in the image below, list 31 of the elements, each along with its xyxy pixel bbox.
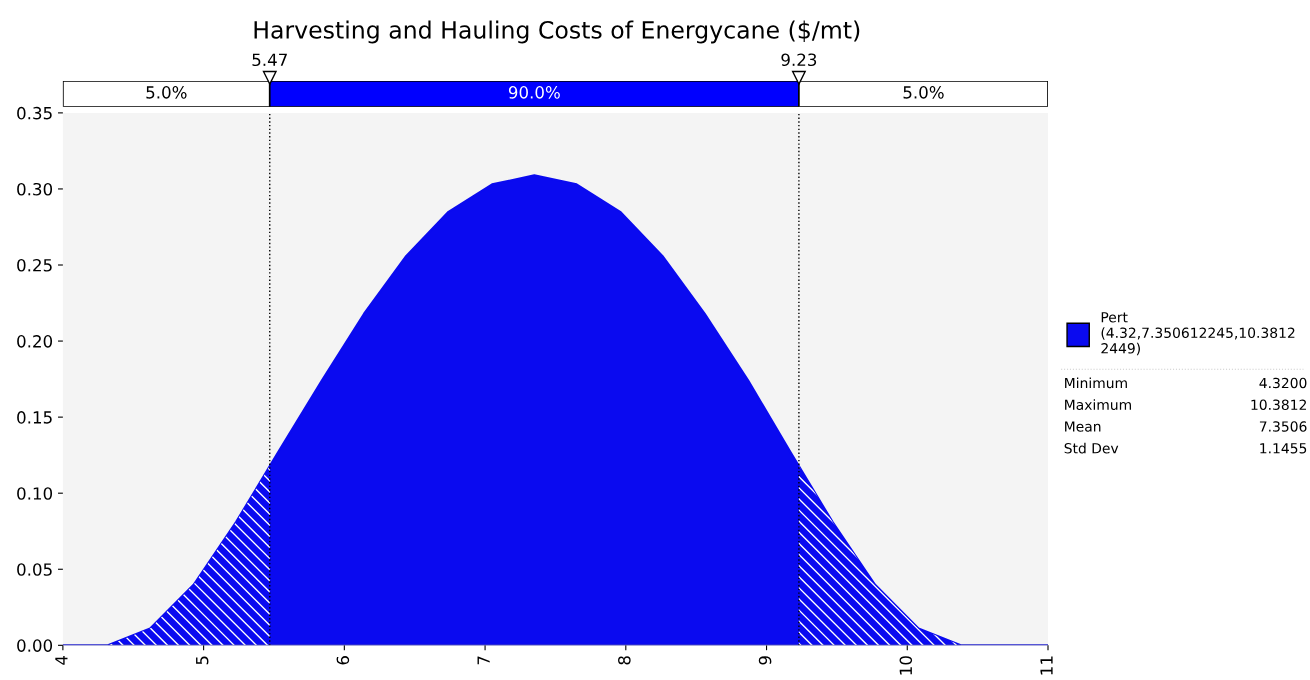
text: Mean	[1065, 421, 1101, 432]
y-tick-label: 0.00	[17, 639, 53, 652]
ref-line-label: 9.23	[781, 53, 817, 67]
x-tick-label: 6	[336, 656, 350, 665]
text: 1.1455	[1260, 443, 1307, 454]
text: 7.3506	[1259, 421, 1307, 432]
chart-title: Harvesting and Hauling Costs of Energycane ($/mt)	[254, 20, 860, 44]
text: 10.3812	[1251, 399, 1306, 410]
y-tick-label: 0.25	[17, 258, 52, 272]
y-tick-label: 0.30	[17, 182, 53, 196]
text: Maximum	[1065, 399, 1131, 410]
y-tick-label: 0.35	[17, 106, 52, 120]
text: Std Dev	[1064, 442, 1119, 454]
text: 4.3200	[1259, 377, 1307, 389]
y-tick-label: 0.20	[17, 335, 53, 348]
text: Minimum	[1065, 377, 1127, 389]
text: 5.0%	[146, 86, 187, 99]
x-tick-label: 8	[618, 656, 631, 665]
x-tick-label: 10	[899, 656, 913, 675]
text: 90.0%	[508, 86, 560, 99]
x-tick-label: 9	[758, 656, 772, 665]
text: 5.0%	[903, 86, 944, 99]
legend-label: Pert (4.32,7.350612245,10.3812 2449)	[1101, 312, 1295, 356]
x-tick-label: 5	[196, 656, 209, 665]
y-tick-label: 0.05	[17, 563, 52, 576]
y-tick-label: 0.15	[17, 411, 52, 424]
y-tick-label: 0.10	[17, 487, 53, 500]
x-tick-label: 7	[477, 656, 490, 665]
x-tick-label: 11	[1040, 656, 1053, 675]
ref-line-label: 5.47	[252, 53, 287, 67]
x-tick-label: 4	[55, 655, 68, 665]
